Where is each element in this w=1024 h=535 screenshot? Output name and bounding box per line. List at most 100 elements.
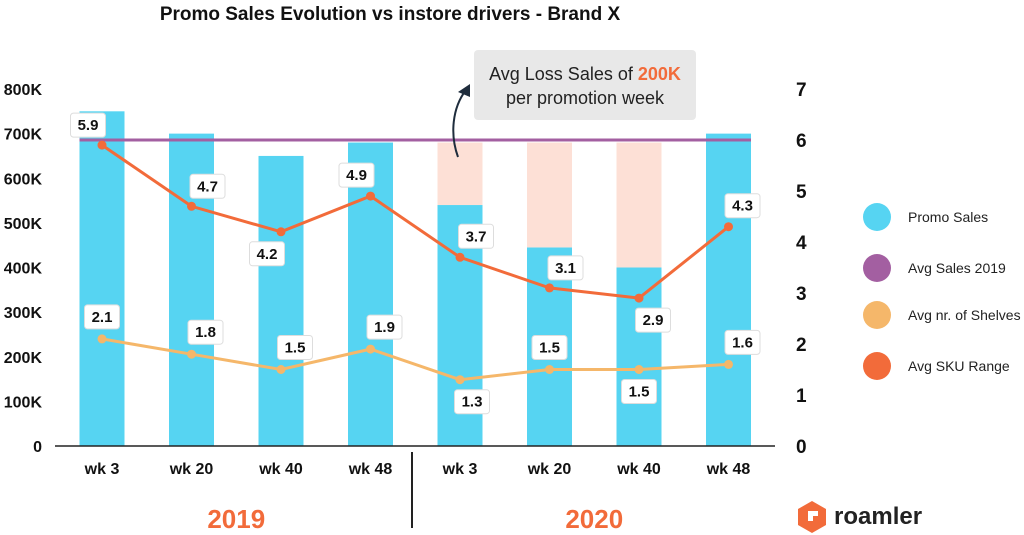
data-label-box (277, 335, 313, 360)
y-right-tick-label: 6 (796, 131, 807, 152)
avg-sku-range-point (455, 252, 465, 262)
avg-sku-range-point (187, 201, 196, 211)
avg-sku-range-point (545, 283, 554, 293)
data-label-text: 3.1 (555, 260, 576, 277)
avg-shelves-point (455, 375, 465, 385)
promo-sales-bar (258, 155, 304, 446)
data-label: 4.3 (724, 193, 761, 219)
legend: Promo Sales Avg Sales 2019 Avg nr. of Shel… (863, 203, 1021, 380)
data-label-box (249, 241, 285, 267)
avg-shelves-point (276, 365, 286, 374)
data-label-text: 1.5 (629, 384, 650, 401)
loss-gap-bar (616, 142, 662, 268)
avg-shelves-point (366, 344, 375, 354)
callout-prefix: Avg Loss Sales of (489, 64, 638, 84)
year-label: 2019 (207, 504, 265, 534)
x-category-label: wk 40 (258, 461, 303, 478)
data-label-box (366, 314, 403, 340)
y-left-tick-label: 300K (4, 305, 43, 322)
legend-swatch (863, 301, 891, 329)
legend-item: Avg nr. of Shelves (863, 301, 1021, 329)
avg-shelves-point (545, 365, 554, 374)
data-label: 4.9 (338, 162, 375, 188)
legend-label: Avg nr. of Shelves (908, 307, 1021, 323)
data-label: 2.9 (635, 307, 671, 333)
data-label-text: 1.5 (539, 340, 560, 357)
data-label: 5.9 (70, 112, 106, 138)
data-label: 4.7 (189, 173, 226, 199)
loss-gaps (437, 142, 662, 268)
data-label-text: 4.9 (346, 167, 367, 184)
data-label-box (187, 319, 224, 345)
x-category-label: wk 48 (348, 461, 393, 478)
y-left-tick-label: 800K (4, 82, 43, 99)
data-label-box (724, 193, 761, 219)
y-left-tick-label: 0 (33, 439, 42, 456)
data-label-text: 5.9 (78, 117, 99, 134)
data-label-text: 4.7 (197, 178, 218, 195)
data-label: 2.1 (84, 304, 120, 330)
brand-name: roamler (834, 503, 922, 530)
y-left-tick-label: 700K (4, 127, 43, 144)
avg-shelves-point (187, 349, 196, 359)
left-axis-ticks: 0 100K 200K 300K 400K 500K 600K 700K 800K (4, 82, 43, 456)
x-category-label: wk 48 (706, 461, 751, 478)
y-right-tick-label: 7 (796, 80, 807, 101)
data-label-text: 4.2 (257, 246, 278, 263)
data-label-box (189, 173, 226, 199)
data-label-box (547, 255, 584, 281)
data-label: 1.5 (277, 335, 313, 360)
avg-shelves-point (634, 365, 644, 374)
x-category-label: wk 40 (616, 461, 661, 478)
data-label-text: 1.6 (732, 334, 753, 351)
y-left-tick-label: 200K (4, 350, 43, 367)
callout-box (474, 50, 696, 120)
x-category-label: wk 3 (84, 461, 120, 478)
brand-logo: roamler (798, 501, 922, 533)
legend-item: Promo Sales (863, 203, 988, 231)
data-labels: 2.1 1.8 1.5 1.9 1.3 1.5 1.5 1.6 5.9 4.7 4.2 4.9 3.7 3… (70, 112, 761, 415)
year-labels: 2019 2020 (207, 504, 623, 534)
data-label-text: 1.3 (462, 394, 483, 411)
y-right-tick-label: 4 (796, 233, 807, 254)
data-label-box (70, 112, 106, 138)
chart-title: Promo Sales Evolution vs instore drivers… (160, 4, 621, 25)
y-right-tick-label: 0 (796, 437, 807, 458)
legend-swatch (863, 203, 891, 231)
lines (97, 140, 733, 385)
y-left-tick-label: 500K (4, 216, 43, 233)
data-label: 1.3 (454, 389, 490, 415)
data-label: 1.6 (724, 329, 761, 355)
avg-sku-range-line (101, 143, 730, 300)
data-label: 4.2 (249, 241, 285, 267)
loss-gap-bar (437, 142, 483, 206)
data-label-box (621, 379, 657, 404)
avg-shelves-point (97, 334, 107, 344)
data-label: 3.7 (458, 223, 494, 249)
legend-label: Avg Sales 2019 (908, 260, 1006, 276)
data-label: 1.5 (621, 379, 657, 404)
callout-highlight: 200K (638, 64, 681, 84)
avg-sku-range-point (634, 293, 644, 303)
legend-swatch (863, 254, 891, 282)
y-right-tick-label: 3 (796, 284, 807, 305)
legend-label: Avg SKU Range (908, 358, 1010, 374)
data-label-box (458, 223, 494, 249)
data-label-text: 3.7 (466, 228, 487, 245)
category-labels: wk 3 wk 20 wk 40 wk 48 wk 3 wk 20 wk 40 wk 48 (84, 461, 751, 478)
data-label-text: 1.9 (374, 319, 395, 336)
callout-line2: per promotion week (506, 88, 665, 108)
data-label-text: 1.8 (195, 324, 216, 341)
data-label: 1.8 (187, 319, 224, 345)
y-right-tick-label: 5 (796, 182, 807, 203)
avg-shelves-point (724, 359, 733, 369)
y-left-tick-label: 400K (4, 261, 43, 278)
promo-sales-bar (348, 142, 393, 447)
data-label-box (338, 162, 375, 188)
loss-gap-bar (527, 142, 572, 248)
x-category-label: wk 3 (442, 461, 478, 478)
callout-arrowhead (458, 84, 470, 97)
y-left-tick-label: 100K (4, 394, 43, 411)
data-label-text: 1.5 (285, 340, 306, 357)
y-right-tick-label: 2 (796, 335, 807, 356)
